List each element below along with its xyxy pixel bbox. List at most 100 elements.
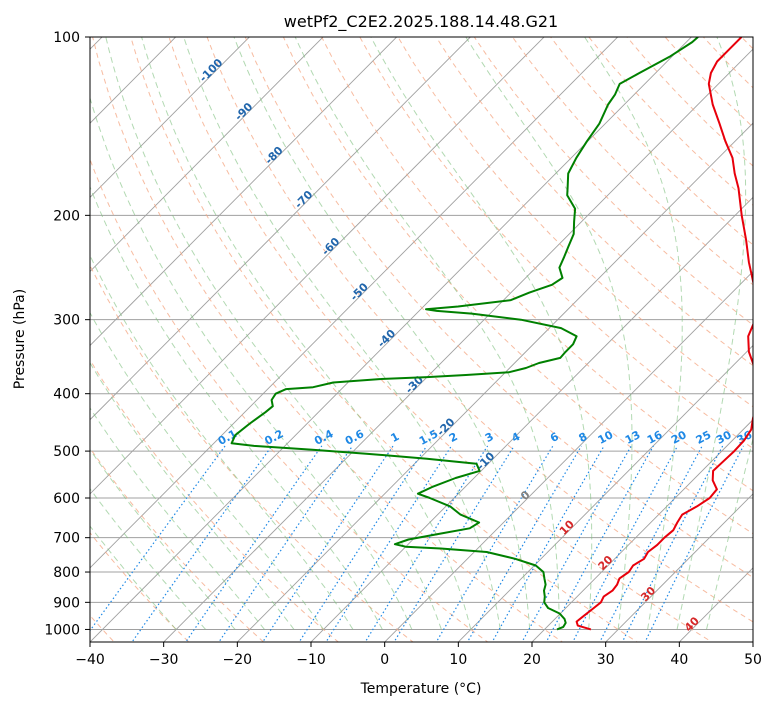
y-axis-label: Pressure (hPa) <box>12 289 28 389</box>
isotherm-line <box>90 37 693 642</box>
isotherm-label: -70 <box>292 188 315 211</box>
temperature-profile-line <box>575 37 753 631</box>
mixing-ratio-line <box>262 445 394 642</box>
moist-adiabat <box>90 407 265 630</box>
isotherm-line <box>90 37 398 347</box>
line-labels: 0.1 0.2 0.4 0.6 1 1.5 2 3 4 6 8 10 13 16 20 25 30 36-100-… <box>197 56 753 635</box>
mixing-ratio-label: 25 <box>694 428 714 447</box>
dry-adiabat <box>92 37 564 642</box>
moist-adiabat <box>183 37 501 630</box>
moist-adiabat <box>706 437 753 630</box>
mixing-ratio-label: 3 <box>483 430 496 445</box>
mixing-ratio-label: 0.2 <box>262 427 285 448</box>
mixing-ratio-line <box>466 445 582 642</box>
dry-adiabat <box>435 37 753 367</box>
mixing-ratio-label: 16 <box>645 428 665 447</box>
isotherm-line <box>310 196 753 642</box>
plot-frame <box>89 36 754 643</box>
moist-adiabat <box>370 37 593 630</box>
isotherm-label: 40 <box>682 614 702 634</box>
moist-adiabat <box>90 525 177 630</box>
y-tick-label: 100 <box>53 30 80 46</box>
x-axis: −40 −30 −20 −10 0 10 20 30 40 50 <box>75 642 762 668</box>
mixing-ratio-line <box>644 445 744 642</box>
dry-adiabat <box>740 37 753 50</box>
mixing-ratio-line <box>325 445 453 642</box>
isotherm-line <box>457 344 753 642</box>
isotherm-line <box>90 37 545 495</box>
dry-adiabat <box>90 447 265 642</box>
moist-adiabat <box>90 361 295 630</box>
mixing-ratio-line <box>545 445 654 642</box>
isotherm-line <box>90 37 324 273</box>
isotherm-line <box>163 48 753 642</box>
dry-adiabat <box>206 37 753 623</box>
mixing-ratio-line <box>599 445 703 642</box>
dry-adiabat <box>511 37 753 286</box>
isotherm-line <box>90 37 472 421</box>
isotherm-line <box>678 567 753 642</box>
isotherm-line <box>531 419 753 642</box>
dry-adiabat <box>359 37 753 450</box>
isotherm-label: -100 <box>197 56 226 85</box>
background-lines <box>90 24 775 654</box>
chart-title: wetPf2_C2E2.2025.188.14.48.G21 <box>284 12 558 32</box>
dry-adiabat <box>766 24 775 654</box>
isotherm-label: 30 <box>638 584 658 604</box>
isotherm-label: -40 <box>375 327 398 350</box>
y-tick-label: 200 <box>53 208 80 224</box>
mixing-ratio-label: 4 <box>509 430 522 445</box>
moist-adiabat <box>90 254 354 630</box>
dewpoint-profile-line <box>230 37 699 631</box>
x-tick-label: 30 <box>597 652 615 668</box>
y-tick-label: 900 <box>53 595 80 611</box>
mixing-ratio-line <box>491 445 605 642</box>
x-tick-label: 20 <box>523 652 541 668</box>
moist-adiabat <box>233 37 531 630</box>
isotherm-line <box>236 122 753 642</box>
mixing-ratio-line <box>521 445 632 642</box>
dry-adiabat <box>90 532 190 642</box>
x-tick-label: −40 <box>75 652 105 668</box>
mixing-ratio-label: 0.6 <box>343 427 367 448</box>
x-tick-label: 10 <box>449 652 467 668</box>
isotherm-line <box>90 37 177 124</box>
dry-adiabat <box>90 264 414 642</box>
mixing-ratio-label: 10 <box>596 428 616 447</box>
dry-adiabat <box>321 37 753 492</box>
y-tick-label: 600 <box>53 491 80 507</box>
dry-adiabat <box>130 37 638 642</box>
isotherm-label: -80 <box>262 144 285 167</box>
mixing-ratio-label: 20 <box>669 428 689 447</box>
moist-adiabat <box>90 448 236 630</box>
moist-adiabat <box>294 37 560 630</box>
x-tick-label: −30 <box>149 652 179 668</box>
y-axis: 100 200 300 400 500 600 700 800 900 1000 <box>44 30 90 638</box>
dry-adiabat <box>90 358 340 642</box>
y-tick-label: 800 <box>53 565 80 581</box>
mixing-ratio-line <box>298 445 428 642</box>
mixing-ratio-line <box>435 445 554 642</box>
moist-adiabat <box>465 37 633 630</box>
isotherm-line <box>752 641 753 642</box>
y-tick-label: 400 <box>53 387 80 403</box>
y-tick-label: 1000 <box>44 622 80 638</box>
mixing-ratio-line <box>218 445 353 642</box>
y-tick-label: 500 <box>53 444 80 460</box>
moist-adiabat <box>90 185 383 630</box>
y-tick-label: 300 <box>53 313 80 329</box>
moist-adiabat <box>90 311 324 630</box>
mixing-ratio-label: 30 <box>714 428 734 447</box>
mixing-ratio-line <box>572 445 679 642</box>
x-tick-label: −20 <box>223 652 253 668</box>
mixing-ratio-line <box>364 445 489 642</box>
moist-adiabat <box>584 37 683 630</box>
isotherm-label: -60 <box>319 235 342 258</box>
moist-adiabat <box>141 37 472 630</box>
moist-adiabat <box>90 487 206 630</box>
x-tick-label: −10 <box>296 652 326 668</box>
mixing-ratio-line <box>621 445 724 642</box>
isotherm-line <box>605 493 753 642</box>
mixing-ratio-line <box>131 445 273 642</box>
